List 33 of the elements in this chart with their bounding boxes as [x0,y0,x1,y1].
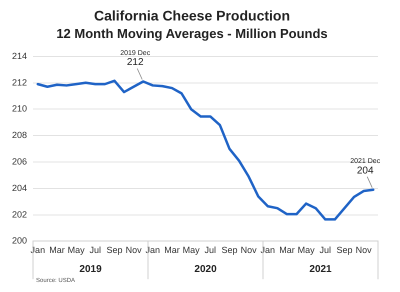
chart-title: California Cheese Production [94,7,290,24]
y-tick-label: 204 [12,182,28,193]
x-tick-label: Jul [204,245,216,256]
y-tick-label: 200 [12,236,28,246]
x-tick-label: Jan [30,245,46,256]
x-tick-label: Nov [126,245,142,256]
x-tick-label: Nov [356,245,372,256]
text: 2019 [79,264,102,275]
data-label: 204 [356,165,374,176]
y-tick-label: 210 [12,104,28,114]
y-tick-label: 212 [12,77,28,88]
x-tick-label: Mar [279,245,295,256]
x-tick-label: Jul [90,245,102,256]
x-tick-label: Sep [106,245,122,256]
text: 2021 [309,264,332,275]
x-tick-label: May [298,245,316,256]
x-tick-label: Mar [49,245,65,256]
data-label: 212 [126,57,144,68]
chart-subtitle: 12 Month Moving Averages - Million Pounds [56,26,328,42]
x-tick-label: Jan [146,245,160,256]
x-tick-label: Sep [336,245,352,256]
x-tick-label: Jan [260,245,276,256]
x-tick-label: Mar [164,245,180,256]
x-tick-label: Sep [221,245,238,256]
x-tick-label: May [182,245,200,256]
x-tick-label: Nov [240,245,258,256]
text: 2020 [194,264,218,275]
y-tick-label: 202 [12,209,28,220]
y-tick-label: 208 [12,130,28,140]
y-tick-label: 206 [12,156,28,166]
y-tick-label: 214 [12,50,28,61]
x-tick-label: May [68,245,86,256]
x-tick-label: Jul [320,245,332,256]
